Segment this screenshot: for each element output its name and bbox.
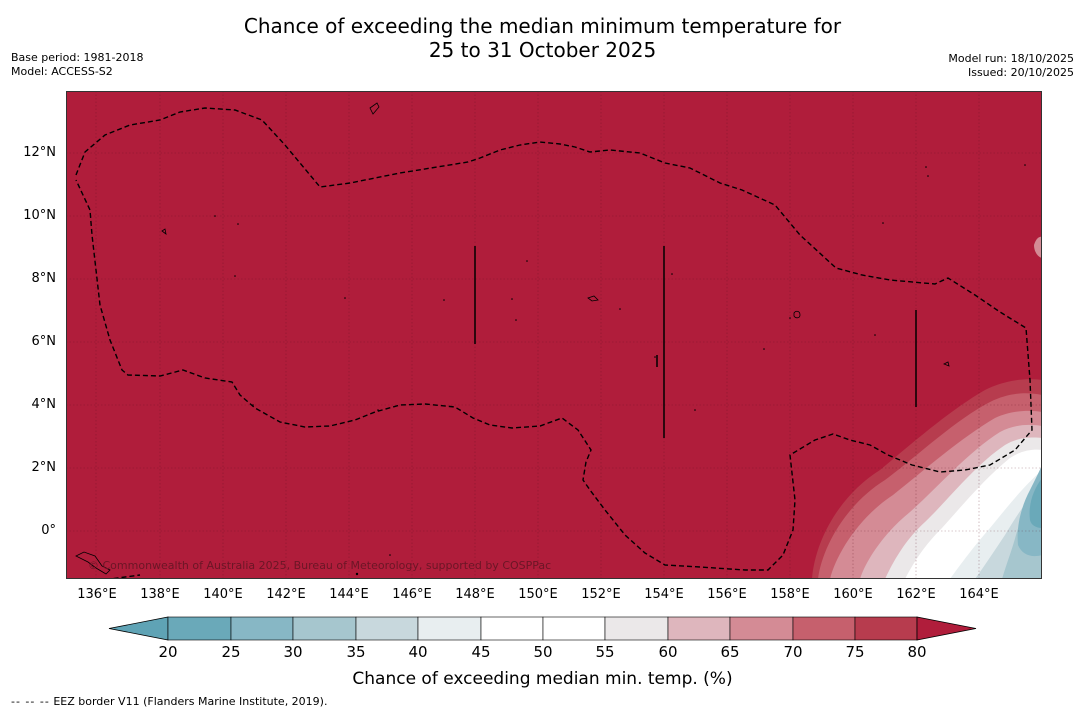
colorbar-tick-45: 45 [471,643,491,661]
islet-yap [161,228,167,235]
base-period: Base period: 1981-2018 [11,51,144,64]
footnote: -- -- -- EEZ border V11 (Flanders Marine… [11,695,327,709]
lat-label-0: 0° [41,523,56,538]
lon-label-160e: 160°E [833,587,873,602]
lon-label-146e: 146°E [392,587,432,602]
island-group-kosrae [943,361,950,367]
colorbar-tick-65: 65 [720,643,740,661]
contour-25 [1029,478,1042,528]
lon-label-162e: 162°E [896,587,936,602]
eez-legend-dash: -- -- -- [11,695,50,708]
coastlines [75,102,950,575]
island-group-north [369,102,380,115]
map-title: Chance of exceeding the median minimum t… [0,14,1085,62]
colorbar-bin-40-45 [417,616,482,641]
colorbar-bin-65-70 [729,616,794,641]
lat-label-4n: 4°N [31,397,57,412]
colorbar-arrow-low [108,616,169,641]
island-group-pohnpei [793,310,801,319]
lon-label-142e: 142°E [266,587,306,602]
lat-label-2n: 2°N [31,460,57,475]
meta-right: Model run: 18/10/2025 Issued: 20/10/2025 [948,52,1074,80]
colorbar-bin-30-35 [292,616,357,641]
colorbar-bin-20-25 [167,616,232,641]
colorbar-arrow-high [916,616,977,641]
colorbar-bin-25-30 [230,616,294,641]
lon-label-144e: 144°E [329,587,369,602]
map-frame [66,91,1042,579]
colorbar-bin-45-50 [480,616,544,641]
lon-label-164e: 164°E [959,587,999,602]
title-line-2: 25 to 31 October 2025 [428,38,657,62]
colorbar-tick-55: 55 [595,643,615,661]
eez-border-fsm [75,107,1033,571]
lat-label-6n: 6°N [31,334,57,349]
colorbar-tick-70: 70 [783,643,803,661]
title-line-1: Chance of exceeding the median minimum t… [243,14,842,38]
eez-borders [75,107,1033,579]
colorbar [108,616,977,641]
lon-label-152e: 152°E [581,587,621,602]
lon-label-156e: 156°E [707,587,747,602]
colorbar-tick-40: 40 [408,643,428,661]
colorbar-tick-30: 30 [283,643,303,661]
contour-60-patch [1034,236,1042,258]
lon-label-136e: 136°E [77,587,117,602]
lon-label-140e: 140°E [203,587,243,602]
boundary-lines [474,246,917,438]
issued-date: Issued: 20/10/2025 [967,66,1074,79]
colorbar-bin-35-40 [355,616,419,641]
colorbar-tick-25: 25 [221,643,241,661]
islets [214,164,1026,576]
colorbar-bin-55-60 [604,616,669,641]
island-group-palau [75,551,111,575]
lat-label-12n: 12°N [23,145,56,160]
colorbar-bin-70-75 [792,616,856,641]
lon-label-148e: 148°E [455,587,495,602]
lat-label-8n: 8°N [31,271,57,286]
graticule [66,91,1042,579]
colorbar-bin-75-80 [854,616,918,641]
lon-label-138e: 138°E [140,587,180,602]
colorbar-tick-20: 20 [158,643,178,661]
colorbar-tick-35: 35 [346,643,366,661]
lat-label-10n: 10°N [23,208,56,223]
model-run: Model run: 18/10/2025 [948,52,1074,65]
colorbar-bin-50-55 [542,616,606,641]
lon-label-154e: 154°E [644,587,684,602]
lon-label-158e: 158°E [770,587,810,602]
colorbar-tick-75: 75 [845,643,865,661]
colorbar-tick-60: 60 [658,643,678,661]
lon-label-150e: 150°E [518,587,558,602]
probability-contours [812,236,1042,579]
colorbar-tick-50: 50 [533,643,553,661]
map-area [66,91,1042,579]
model-name: Model: ACCESS-S2 [11,65,113,78]
colorbar-tick-80: 80 [907,643,927,661]
eez-legend-text: EEZ border V11 (Flanders Marine Institut… [53,695,328,708]
copyright-notice: © Commonwealth of Australia 2025, Bureau… [88,559,552,572]
colorbar-title: Chance of exceeding median min. temp. (%… [352,669,733,689]
meta-left: Base period: 1981-2018 Model: ACCESS-S2 [11,51,143,79]
colorbar-bin-60-65 [667,616,731,641]
island-group-chuuk [587,295,599,302]
